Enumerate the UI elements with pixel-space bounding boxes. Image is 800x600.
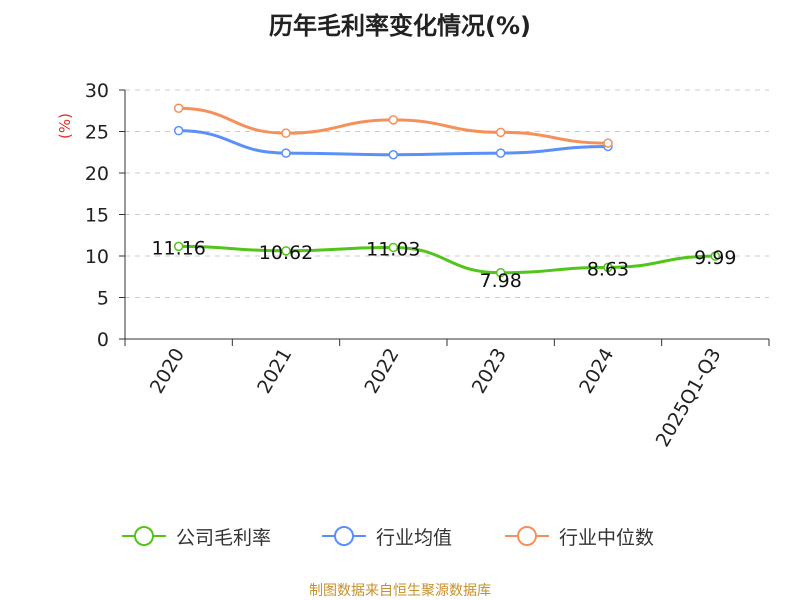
data-label: 10.62	[259, 242, 313, 264]
data-label: 11.03	[366, 238, 420, 260]
data-point	[281, 128, 291, 138]
y-tick-label: 15	[85, 205, 109, 227]
x-tick-label: 2022	[360, 345, 403, 398]
legend-label: 公司毛利率	[176, 526, 272, 549]
legend-label: 行业均值	[376, 526, 453, 549]
y-tick-label: 0	[97, 329, 109, 351]
source-note: 制图数据来自恒生聚源数据库	[309, 583, 491, 599]
data-point	[281, 246, 291, 256]
y-tick-label: 5	[97, 288, 109, 310]
data-label: 9.99	[694, 247, 736, 269]
data-point	[173, 103, 184, 114]
x-tick-label: 2021	[253, 345, 296, 398]
legend-label: 行业中位数	[559, 526, 655, 549]
legend-swatch-company-margin	[122, 526, 166, 546]
legend-item-industry-average[interactable]: 行业均值	[322, 521, 452, 551]
data-point	[495, 268, 506, 278]
series-line	[178, 244, 716, 275]
data-point	[603, 262, 613, 273]
legend-swatch-industry-average	[322, 526, 366, 546]
x-tick-label: 2020	[146, 345, 189, 398]
y-tick-label: 30	[85, 80, 109, 102]
data-label: 8.63	[587, 258, 629, 280]
chart-title: 历年毛利率变化情况(%)	[269, 12, 531, 40]
data-point	[388, 242, 399, 253]
legend-swatch-industry-median	[505, 526, 549, 546]
data-point	[710, 251, 721, 261]
data-point	[495, 148, 506, 158]
y-tick-label: 20	[85, 163, 109, 185]
legend-item-industry-median[interactable]: 行业中位数	[505, 521, 654, 551]
y-tick-label: 10	[85, 246, 109, 268]
data-label: 11.16	[151, 237, 205, 259]
legend-item-company-margin[interactable]: 公司毛利率	[122, 521, 271, 551]
series-line	[178, 106, 609, 145]
data-label: 7.98	[480, 270, 522, 292]
x-tick-label: 2025Q1-Q3	[652, 345, 726, 451]
data-point	[603, 138, 613, 148]
data-point	[173, 241, 184, 252]
data-point	[173, 125, 184, 136]
x-tick-label: 2024	[575, 345, 618, 398]
data-point	[495, 127, 506, 138]
legend: 公司毛利率 行业均值 行业中位数	[0, 521, 800, 551]
x-tick-label: 2023	[468, 344, 511, 397]
y-axis-label: (%)	[56, 113, 74, 139]
data-point	[281, 148, 291, 158]
data-point	[388, 115, 399, 125]
y-tick-label: 25	[85, 122, 109, 144]
data-point	[388, 149, 399, 160]
